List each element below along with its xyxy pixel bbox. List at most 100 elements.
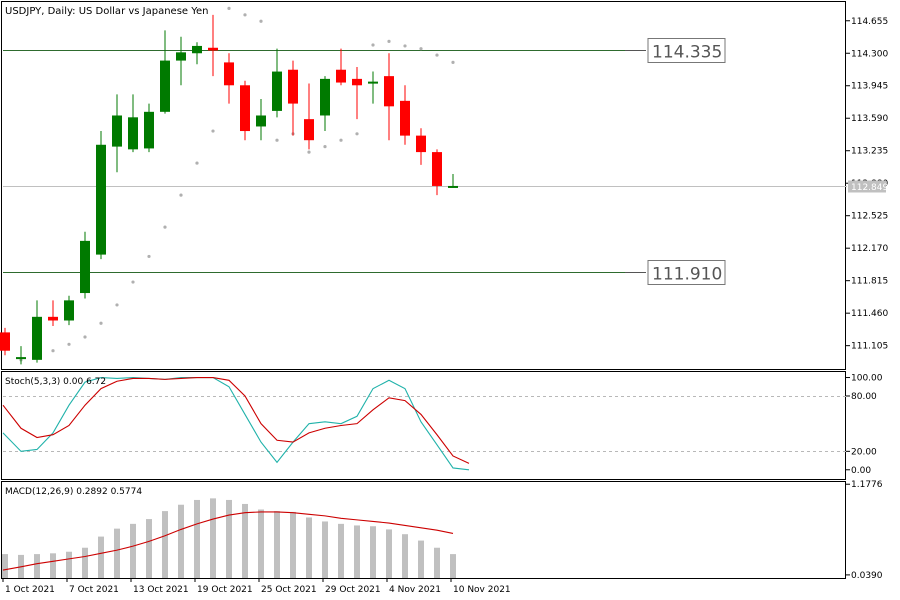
- candle-body: [432, 152, 442, 186]
- macd-histogram-bar: [370, 526, 376, 578]
- price-tick-label: 113.235: [851, 147, 888, 157]
- candle-body: [256, 115, 266, 127]
- sar-dot: [451, 60, 455, 65]
- macd-histogram-bar: [2, 554, 8, 578]
- macd-histogram-bar: [146, 519, 152, 578]
- chart-title: USDJPY, Daily: US Dollar vs Japanese Yen: [5, 6, 209, 17]
- candle-body: [448, 185, 458, 188]
- macd-histogram-bar: [386, 529, 392, 578]
- macd-histogram-bar: [418, 540, 424, 578]
- candle-body: [176, 52, 186, 61]
- price-tick-label: 111.105: [851, 342, 888, 352]
- sar-dot: [243, 13, 247, 17]
- macd-histogram-bar: [450, 554, 456, 578]
- stoch-signal-line: [2, 376, 470, 464]
- macd-histogram-bar: [226, 499, 232, 578]
- macd-histogram-bar: [354, 525, 360, 578]
- macd-histogram-bar: [210, 498, 216, 578]
- stoch-tick-label: 20.00: [851, 447, 877, 457]
- macd-histogram-bar: [258, 509, 264, 578]
- date-label: 1 Oct 2021: [5, 585, 55, 595]
- sar-dot: [83, 335, 87, 339]
- sar-dot: [163, 225, 167, 229]
- candle-body: [144, 111, 154, 149]
- macd-histogram-bar: [242, 503, 248, 578]
- macd-panel[interactable]: 1.1776 0.0390: [2, 480, 883, 581]
- sar-dot: [99, 321, 103, 325]
- candle-body: [80, 240, 90, 294]
- candle-body: [272, 71, 282, 111]
- candle-body: [208, 47, 218, 51]
- macd-histogram-bar: [98, 536, 104, 578]
- macd-histogram-bar: [434, 547, 440, 578]
- macd-signal-line: [2, 511, 454, 571]
- price-tick-label: 112.525: [851, 212, 888, 222]
- level-label-box: [647, 38, 726, 63]
- macd-histogram-bar: [66, 551, 72, 578]
- stoch-tick-label: 0.00: [851, 466, 871, 476]
- date-label: 4 Nov 2021: [389, 585, 441, 595]
- macd-histogram-bar: [402, 534, 408, 578]
- macd-histogram-bar: [194, 499, 200, 578]
- macd-histogram-bar: [130, 523, 136, 578]
- sar-dot: [387, 39, 391, 43]
- candle-body: [96, 144, 106, 255]
- level-label-box: [647, 260, 726, 285]
- macd-histogram-bar: [306, 517, 312, 578]
- time-axis: 1 Oct 2021 7 Oct 2021 13 Oct 2021 19 Oct 20…: [2, 578, 511, 595]
- sar-dot: [307, 150, 311, 154]
- sar-dot: [371, 43, 375, 47]
- price-tick-label: 113.945: [851, 82, 888, 92]
- sar-dot: [67, 342, 71, 346]
- candle-body: [128, 117, 138, 150]
- candle-body: [240, 85, 250, 132]
- candle-body: [304, 119, 314, 141]
- macd-histogram-bar: [338, 523, 344, 578]
- price-tick-label: 111.815: [851, 277, 888, 287]
- date-label: 19 Oct 2021: [197, 585, 253, 595]
- stoch-main-line: [2, 376, 470, 471]
- macd-histogram-bar: [162, 511, 168, 578]
- candle-body: [224, 62, 234, 86]
- date-label: 29 Oct 2021: [325, 585, 381, 595]
- macd-histogram-bar: [114, 528, 120, 578]
- macd-histogram-bar: [274, 511, 280, 578]
- sar-dot: [227, 6, 231, 11]
- candle-body: [416, 135, 426, 153]
- macd-histogram-bar: [50, 553, 56, 578]
- stochastic-panel[interactable]: 100.00 80.00 20.00 0.00: [2, 374, 883, 476]
- stoch-tick-label: 100.00: [851, 374, 883, 384]
- sar-dot: [435, 53, 439, 57]
- price-tick-label: 114.655: [851, 17, 888, 27]
- macd-panel-frame: [1, 481, 846, 579]
- candle-body: [336, 69, 346, 83]
- sar-dot: [323, 145, 327, 149]
- macd-title: MACD(12,26,9) 0.2892 0.5774: [5, 487, 142, 497]
- sar-dot: [179, 193, 183, 197]
- candle-body: [0, 332, 10, 351]
- stoch-title: Stoch(5,3,3) 0.00 6.72: [5, 377, 106, 387]
- sar-dot: [259, 19, 263, 23]
- date-label: 13 Oct 2021: [133, 585, 189, 595]
- sar-dot: [115, 303, 119, 307]
- candle-body: [32, 316, 42, 360]
- macd-tick-label: 0.0390: [851, 571, 883, 581]
- candle-body: [384, 76, 394, 107]
- macd-histogram-bar: [290, 511, 296, 578]
- stoch-tick-label: 80.00: [851, 392, 877, 402]
- candle-body: [352, 78, 362, 86]
- date-label: 7 Oct 2021: [69, 585, 119, 595]
- sar-dot: [339, 138, 343, 142]
- level-label: 111.910: [652, 265, 722, 285]
- date-label: 10 Nov 2021: [453, 585, 511, 595]
- price-tick-label: 111.460: [851, 309, 888, 319]
- macd-histogram-bar: [34, 554, 40, 578]
- macd-histogram-bar: [178, 504, 184, 578]
- sar-dot: [419, 47, 423, 51]
- price-panel[interactable]: 114.655 114.300 113.945 113.590 113.235 112.8…: [0, 6, 888, 365]
- candle-body: [288, 69, 298, 104]
- price-tick-label: 112.170: [851, 244, 888, 254]
- price-tick-label: 113.590: [851, 114, 888, 124]
- sar-dot: [131, 280, 135, 284]
